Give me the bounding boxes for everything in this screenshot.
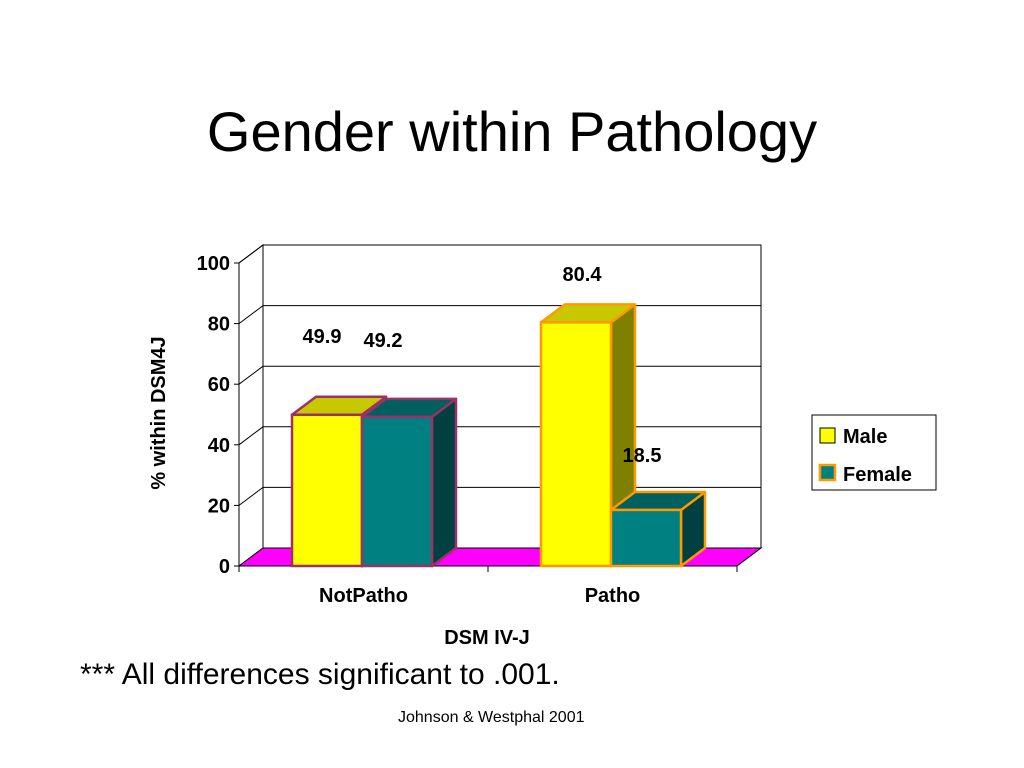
y-tick-label: 20 <box>208 495 230 517</box>
y-tick-label: 60 <box>208 374 230 396</box>
data-labels: 49.9 49.2 80.4 18.5 <box>303 264 662 467</box>
significance-footnote: *** All differences significant to .001. <box>80 658 560 691</box>
chart-legend: Male Female <box>811 414 937 491</box>
x-tick-label-notpatho: NotPatho <box>319 585 408 607</box>
gridline-side <box>238 305 264 325</box>
gridline-side <box>238 426 264 446</box>
data-label-male-notpatho: 49.9 <box>303 326 342 348</box>
legend-swatch-male <box>819 427 836 444</box>
bar-female-notpatho-side <box>430 397 458 568</box>
slide-title: Gender within Pathology <box>206 100 818 163</box>
citation: Johnson & Westphal 2001 <box>398 709 585 726</box>
data-label-female-patho: 18.5 <box>623 445 662 467</box>
bar-male-notpatho-front <box>290 413 364 568</box>
plot-side-wall <box>238 244 264 567</box>
legend-label-male: Male <box>843 426 887 448</box>
gridline-side <box>238 244 264 264</box>
x-tick-labels: NotPatho Patho <box>319 585 640 607</box>
y-tick-label: 0 <box>219 556 230 578</box>
x-axis-title: DSM IV-J <box>444 627 530 649</box>
gridline-side <box>238 486 264 506</box>
y-tick-label: 80 <box>208 314 230 336</box>
data-label-female-notpatho: 49.2 <box>364 330 403 352</box>
y-tick-label: 40 <box>208 435 230 457</box>
x-tick-label-patho: Patho <box>585 585 641 607</box>
bar-female-notpatho-front <box>360 415 434 568</box>
y-tick-label: 100 <box>197 253 230 275</box>
gridline-side <box>238 365 264 385</box>
bar-female-notpatho <box>360 397 458 568</box>
bar-group <box>290 303 707 568</box>
bar-male-patho-front <box>539 321 613 568</box>
bar-female-patho <box>609 490 707 568</box>
bar-male-patho <box>539 303 637 568</box>
y-tick-labels: 0 20 40 60 80 100 <box>197 253 230 578</box>
bar-female-patho-front <box>609 508 683 568</box>
legend-label-female: Female <box>843 464 912 486</box>
legend-swatch-female <box>818 463 837 482</box>
y-axis-title: % within DSM4J <box>148 336 170 489</box>
data-label-male-patho: 80.4 <box>563 264 603 286</box>
